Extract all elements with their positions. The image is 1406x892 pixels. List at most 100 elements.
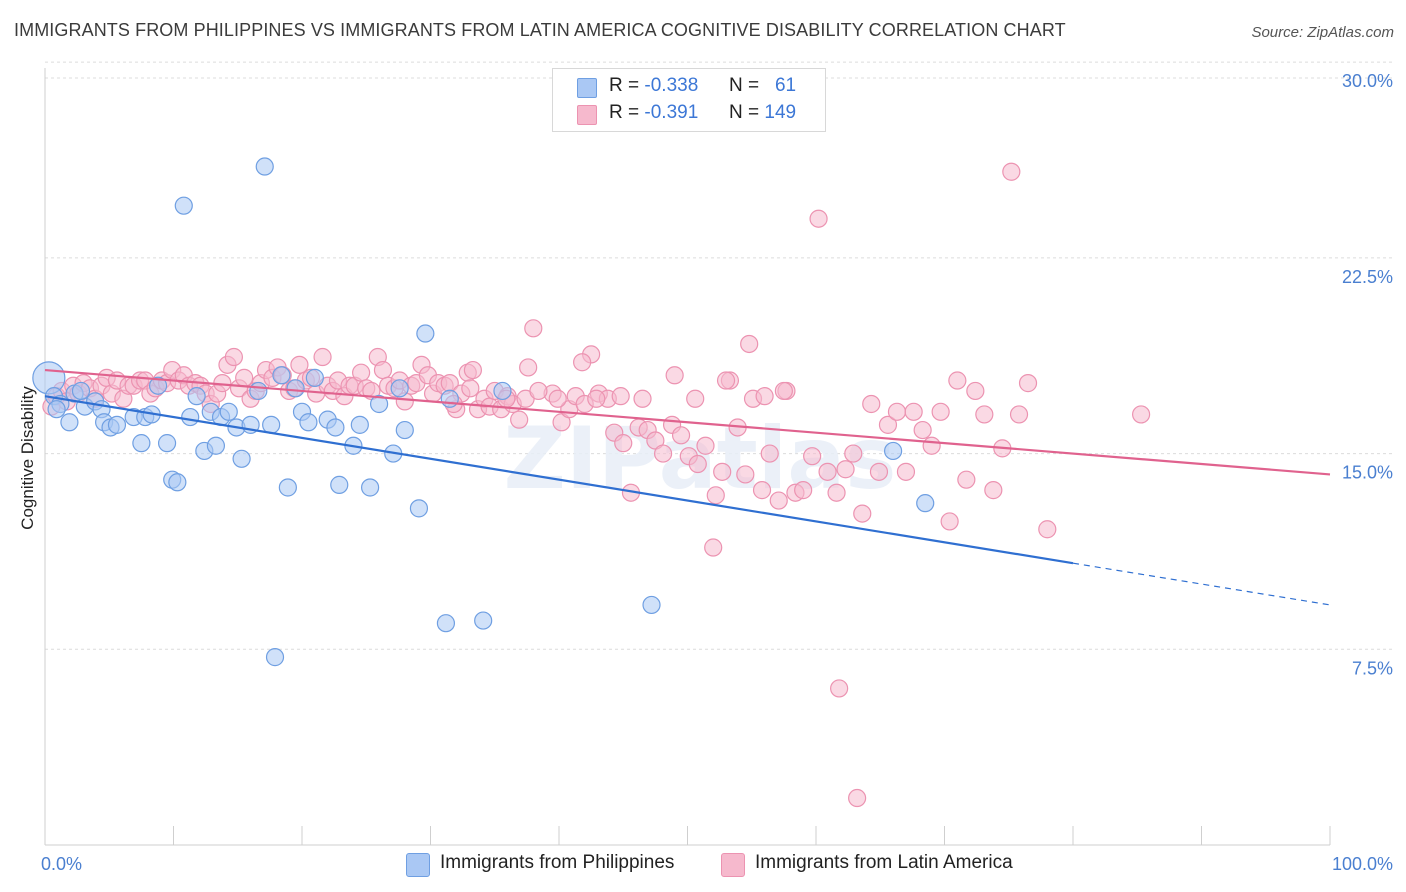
latam-point: [966, 381, 985, 401]
latam-point: [913, 420, 932, 440]
latam-point: [869, 462, 889, 481]
legend-n-label: N =: [729, 102, 760, 123]
latam-point: [519, 358, 538, 377]
latam-point: [755, 387, 774, 406]
philippines-point: [350, 415, 369, 434]
latam-point: [587, 389, 606, 408]
philippines-point: [262, 415, 281, 434]
latam-point: [510, 410, 529, 429]
latam-point: [975, 405, 994, 424]
latam-point: [931, 402, 950, 421]
trend-lines: [44, 368, 1331, 606]
legend-r-value-latam: -0.391: [644, 102, 699, 123]
latam-point: [740, 334, 759, 354]
chart-title: IMMIGRANTS FROM PHILIPPINES VS IMMIGRANT…: [14, 20, 1066, 40]
philippines-point: [409, 499, 429, 518]
philippines-point: [299, 413, 318, 432]
latam-point: [774, 381, 793, 401]
latam-point: [706, 486, 725, 505]
latam-point: [633, 389, 652, 408]
latam-point: [548, 389, 567, 408]
philippines-point: [71, 381, 91, 401]
latam-point: [688, 454, 707, 474]
y-tick-label: 30.0%: [1342, 71, 1393, 91]
bottom-legend-swatch-philippines: [406, 853, 430, 877]
latam-point: [848, 788, 867, 808]
latam-point: [827, 483, 846, 502]
latam-point: [809, 209, 828, 228]
latam-point: [803, 447, 822, 466]
latam-point: [671, 426, 691, 445]
philippines-point: [474, 611, 493, 630]
philippines-point: [916, 494, 935, 513]
philippines-point: [278, 478, 297, 497]
latam-point: [1038, 520, 1057, 539]
source-label: Source: ZipAtlas.com: [1251, 24, 1394, 41]
latam-point: [611, 387, 630, 406]
philippines-point: [107, 415, 127, 434]
latam-point: [224, 347, 243, 367]
legend-n-label: N =: [729, 75, 760, 96]
philippines-point: [272, 366, 291, 385]
gridlines: [45, 61, 1393, 650]
latam-point: [862, 394, 881, 414]
philippines-point: [390, 379, 409, 398]
philippines-point: [148, 376, 168, 395]
philippines-point: [305, 368, 324, 387]
latam-point: [940, 512, 959, 531]
latam-point: [769, 491, 788, 510]
latam-point: [878, 415, 898, 434]
latam-point: [653, 444, 673, 463]
y-tick-label: 22.5%: [1342, 267, 1393, 287]
latam-point: [736, 465, 755, 484]
latam-point: [830, 679, 849, 698]
philippines-point: [286, 379, 305, 398]
latam-point: [373, 360, 393, 380]
legend-r-label: R =: [609, 75, 640, 96]
philippines-point: [326, 418, 345, 437]
latam-point: [696, 436, 715, 455]
x-tick-label-min: 0.0%: [41, 854, 82, 874]
philippines-point: [47, 400, 66, 419]
latam-point: [686, 389, 705, 408]
latam-point: [760, 444, 779, 463]
latam-point: [1018, 374, 1038, 393]
latam-point: [704, 538, 723, 557]
philippines-point: [232, 449, 251, 468]
latam-point: [896, 462, 916, 481]
philippines-point: [181, 407, 200, 427]
legend-n-value-latam: 149: [764, 102, 797, 123]
philippines-point: [361, 478, 380, 497]
x-tick-marks: [44, 826, 1331, 845]
legend-r-value-philippines: -0.338: [644, 75, 699, 96]
philippines-point: [219, 402, 238, 421]
latam-point: [904, 402, 923, 421]
philippines-point: [187, 387, 206, 406]
philippines-point: [60, 413, 79, 432]
latam-point: [818, 462, 837, 481]
latam-point: [752, 481, 772, 500]
latam-point: [461, 379, 480, 398]
philippines-trend-extension: [1072, 562, 1331, 606]
latam-point: [290, 355, 309, 374]
bottom-legend-label-latam: Immigrants from Latin America: [755, 852, 1013, 873]
philippines-point: [493, 381, 512, 401]
legend-swatch-philippines: [577, 78, 597, 98]
legend-swatch-latam: [577, 105, 597, 125]
philippines-trend-line: [44, 395, 1074, 565]
legend-n-value-philippines: 61: [774, 75, 797, 96]
bottom-legend-swatch-latam: [721, 853, 745, 877]
philippines-point: [440, 389, 459, 408]
philippines-point: [330, 475, 349, 494]
philippines-point: [395, 420, 414, 440]
stats-legend: R = -0.338 N = 61 R = -0.391 N = 149: [552, 68, 826, 132]
philippines-point: [370, 394, 389, 414]
latam-point: [922, 436, 941, 455]
latam-point: [1009, 405, 1029, 424]
latam-point: [463, 360, 483, 380]
latam-point: [1132, 405, 1151, 424]
philippines-point: [642, 595, 661, 615]
latam-point: [844, 444, 863, 463]
philippines-point: [416, 324, 435, 343]
